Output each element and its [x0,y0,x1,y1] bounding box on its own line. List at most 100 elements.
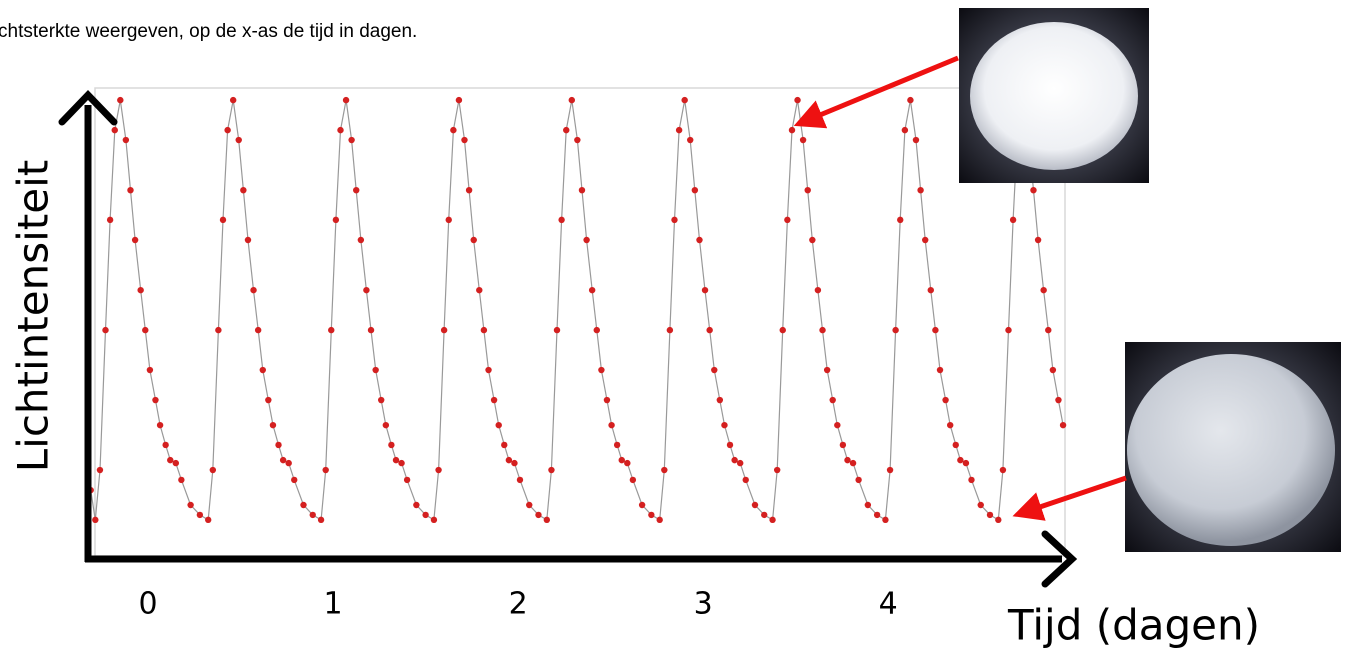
data-point [882,517,888,523]
data-point [127,187,133,193]
data-point [608,422,614,428]
data-point [995,517,1001,523]
data-point [318,517,324,523]
data-point [583,237,589,243]
data-point [481,327,487,333]
data-point [850,460,856,466]
data-point [902,127,908,133]
data-point [353,187,359,193]
data-point [721,422,727,428]
data-point [343,97,349,103]
data-point [604,397,610,403]
data-point [187,502,193,508]
data-point [491,397,497,403]
data-point [737,460,743,466]
data-point [819,327,825,333]
light-curve [91,100,1063,520]
data-point [404,477,410,483]
x-tick-label: 3 [694,587,713,622]
data-point [711,367,717,373]
data-point [696,237,702,243]
data-point [260,367,266,373]
data-point [743,477,749,483]
data-point [205,517,211,523]
data-point [388,442,394,448]
data-point [413,502,419,508]
data-point [855,477,861,483]
data-point [897,217,903,223]
data-point [1050,367,1056,373]
data-point [456,97,462,103]
data-point [215,327,221,333]
data-point [809,237,815,243]
data-point [932,327,938,333]
data-point [167,457,173,463]
data-point [1000,467,1006,473]
data-point [466,187,472,193]
data-point [328,327,334,333]
data-point [922,237,928,243]
x-tick-label: 1 [324,587,343,622]
data-point [957,457,963,463]
data-point [422,512,428,518]
data-point [285,460,291,466]
data-point [471,237,477,243]
page: {"document": {"text": "chtsterkte weerge… [0,0,1351,655]
data-point [322,467,328,473]
data-point [794,97,800,103]
data-point [942,397,948,403]
data-point [544,517,550,523]
document-text: chtsterkte weergeven, op de x-as de tijd… [0,21,417,42]
data-point [780,327,786,333]
plot [88,97,1067,523]
bright-moon [970,22,1138,170]
data-point [953,442,959,448]
data-point [300,502,306,508]
data-point [574,137,580,143]
data-point [446,217,452,223]
data-point [671,217,677,223]
data-point [731,457,737,463]
data-point [506,457,512,463]
data-point [834,422,840,428]
data-point [348,137,354,143]
data-point [987,512,993,518]
data-point [589,287,595,293]
data-point [245,237,251,243]
data-point [280,457,286,463]
data-point [619,457,625,463]
data-point [333,217,339,223]
data-point [947,422,953,428]
data-point [614,442,620,448]
data-point [255,327,261,333]
page-canvas: chtsterkte weergeven, op de x-as de tijd… [0,0,1351,655]
data-point [569,97,575,103]
data-point [517,477,523,483]
data-point [476,287,482,293]
data-point [291,477,297,483]
data-point [162,442,168,448]
data-point [648,512,654,518]
data-point [661,467,667,473]
data-point [624,460,630,466]
data-point [107,217,113,223]
data-point [687,137,693,143]
x-tick-label: 0 [139,587,158,622]
x-tick-label: 4 [879,587,898,622]
data-point [1010,217,1016,223]
data-point [702,287,708,293]
data-point [485,367,491,373]
data-point [123,137,129,143]
data-point [265,397,271,403]
data-point [378,397,384,403]
data-point [240,187,246,193]
data-point [800,137,806,143]
data-point [681,97,687,103]
data-point [157,422,163,428]
data-point [639,502,645,508]
data-point [579,187,585,193]
data-point [907,97,913,103]
data-point [250,287,256,293]
data-point [1060,422,1066,428]
data-point [210,467,216,473]
